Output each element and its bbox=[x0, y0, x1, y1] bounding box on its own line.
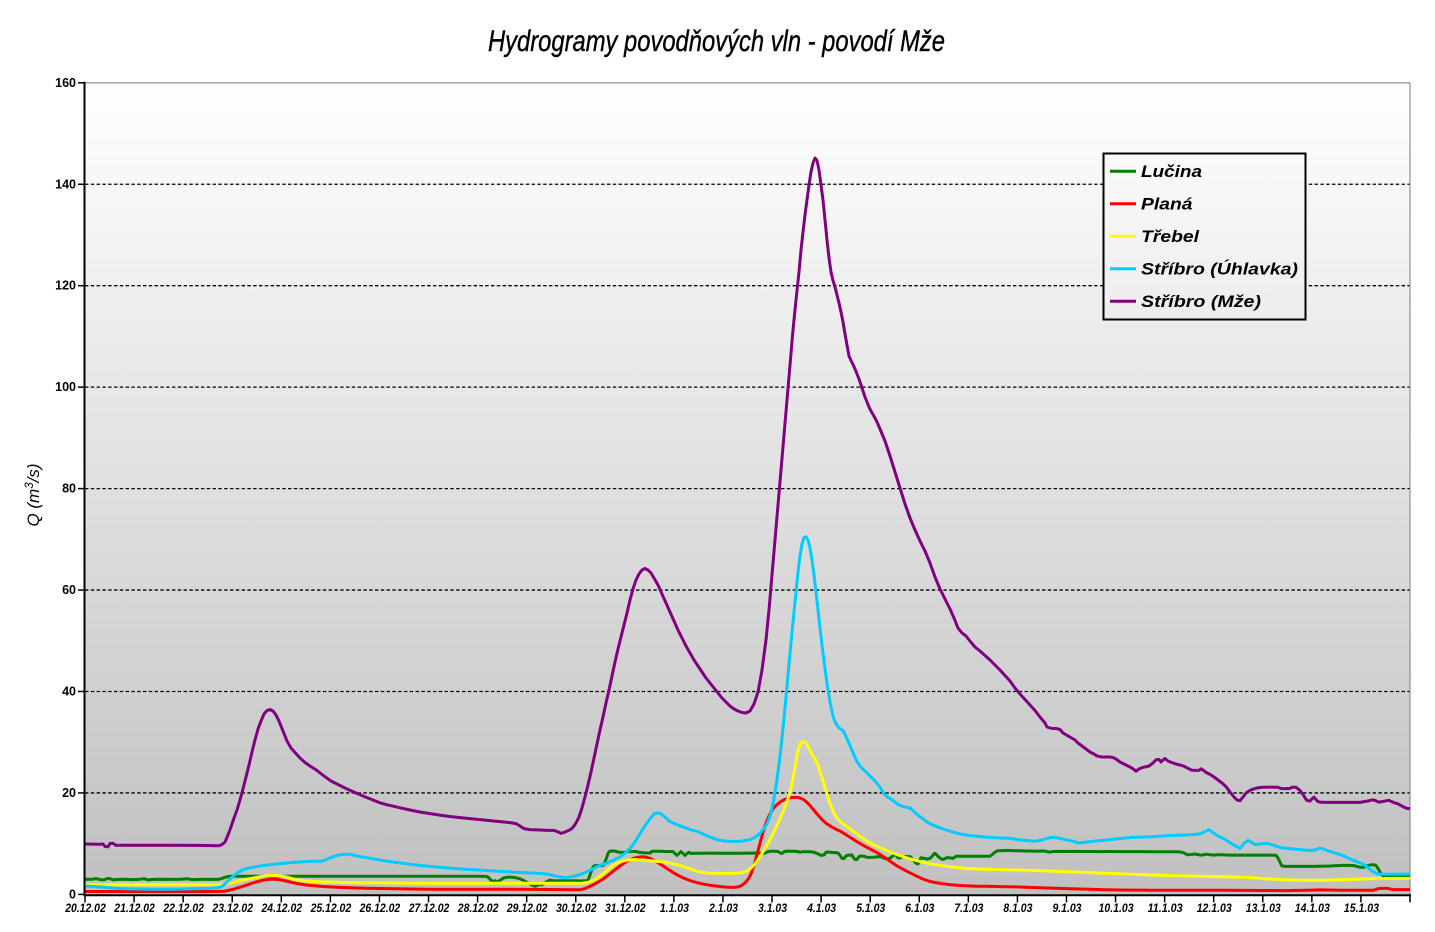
svg-text:2.1.03: 2.1.03 bbox=[708, 901, 738, 915]
svg-text:Stříbro (Úhlavka): Stříbro (Úhlavka) bbox=[1141, 260, 1299, 279]
svg-text:100: 100 bbox=[55, 380, 76, 394]
svg-text:Hydrogramy povodňových vln - p: Hydrogramy povodňových vln - povodí Mže bbox=[488, 25, 945, 58]
svg-text:13.1.03: 13.1.03 bbox=[1246, 901, 1281, 915]
svg-text:4.1.03: 4.1.03 bbox=[806, 901, 836, 915]
svg-text:27.12.02: 27.12.02 bbox=[408, 901, 450, 915]
svg-text:15.1.03: 15.1.03 bbox=[1344, 901, 1379, 915]
svg-text:30.12.02: 30.12.02 bbox=[556, 901, 597, 915]
svg-text:10.1.03: 10.1.03 bbox=[1099, 901, 1134, 915]
svg-text:11.1.03: 11.1.03 bbox=[1148, 901, 1183, 915]
svg-text:1.1.03: 1.1.03 bbox=[660, 901, 689, 915]
svg-text:21.12.02: 21.12.02 bbox=[113, 901, 155, 915]
svg-text:120: 120 bbox=[55, 279, 76, 293]
svg-text:Stříbro (Mže): Stříbro (Mže) bbox=[1141, 293, 1262, 311]
svg-text:140: 140 bbox=[55, 177, 76, 191]
svg-text:8.1.03: 8.1.03 bbox=[1003, 901, 1032, 915]
svg-text:24.12.02: 24.12.02 bbox=[261, 901, 303, 915]
svg-text:Q (m3/s): Q (m3/s) bbox=[24, 463, 43, 526]
svg-text:0: 0 bbox=[69, 887, 76, 901]
svg-text:160: 160 bbox=[55, 76, 76, 90]
svg-text:80: 80 bbox=[62, 482, 76, 496]
svg-text:Lučina: Lučina bbox=[1141, 163, 1202, 181]
svg-text:31.12.02: 31.12.02 bbox=[605, 901, 646, 915]
svg-text:9.1.03: 9.1.03 bbox=[1052, 901, 1081, 915]
svg-text:23.12.02: 23.12.02 bbox=[212, 901, 254, 915]
svg-text:60: 60 bbox=[62, 583, 76, 597]
svg-text:Třebel: Třebel bbox=[1141, 228, 1199, 246]
svg-text:6.1.03: 6.1.03 bbox=[905, 901, 934, 915]
svg-text:7.1.03: 7.1.03 bbox=[954, 901, 983, 915]
svg-text:20.12.02: 20.12.02 bbox=[64, 901, 106, 915]
svg-text:25.12.02: 25.12.02 bbox=[310, 901, 352, 915]
svg-text:28.12.02: 28.12.02 bbox=[457, 901, 499, 915]
svg-text:5.1.03: 5.1.03 bbox=[856, 901, 885, 915]
svg-text:40: 40 bbox=[62, 685, 76, 699]
svg-text:20: 20 bbox=[62, 786, 76, 800]
svg-text:26.12.02: 26.12.02 bbox=[359, 901, 401, 915]
svg-text:3.1.03: 3.1.03 bbox=[758, 901, 787, 915]
svg-text:29.12.02: 29.12.02 bbox=[506, 901, 548, 915]
svg-text:Planá: Planá bbox=[1141, 196, 1193, 214]
svg-text:22.12.02: 22.12.02 bbox=[162, 901, 204, 915]
svg-text:12.1.03: 12.1.03 bbox=[1197, 901, 1232, 915]
svg-text:14.1.03: 14.1.03 bbox=[1295, 901, 1330, 915]
